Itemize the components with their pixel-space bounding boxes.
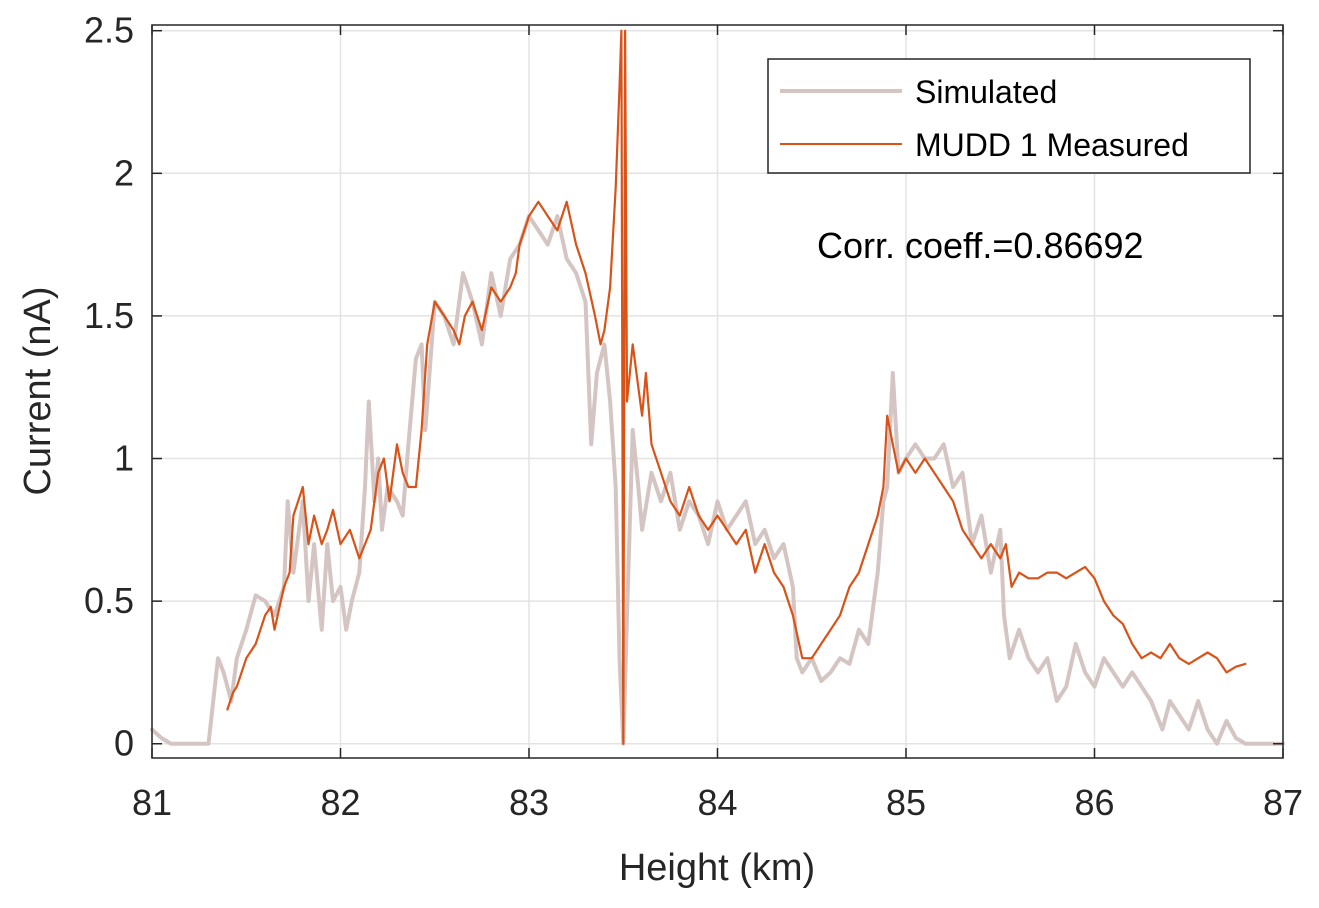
- y-tick-label: 0.5: [84, 580, 134, 621]
- legend: Simulated MUDD 1 Measured: [767, 58, 1251, 174]
- y-tick-label: 2: [114, 152, 134, 193]
- x-tick-label: 83: [509, 782, 549, 823]
- y-tick-label: 1.5: [84, 295, 134, 336]
- y-tick-label: 2.5: [84, 10, 134, 51]
- legend-label-measured: MUDD 1 Measured: [915, 127, 1189, 163]
- y-tick-label: 0: [114, 723, 134, 764]
- y-tick-labels: 0 0.5 1 1.5 2 2.5: [84, 10, 134, 764]
- series-line-measured: [226, 29, 1247, 745]
- series-line-simulated: [150, 214, 1285, 746]
- x-tick-label: 82: [320, 782, 360, 823]
- x-axis-title: Height (km): [619, 847, 815, 889]
- x-tick-labels: 81 82 83 84 85 86 87: [132, 782, 1303, 823]
- correlation-annotation: Corr. coeff.=0.86692: [817, 225, 1144, 266]
- x-tick-label: 86: [1074, 782, 1114, 823]
- x-tick-label: 87: [1263, 782, 1303, 823]
- series-layer: [150, 29, 1285, 746]
- legend-box: [767, 58, 1251, 174]
- x-tick-label: 84: [697, 782, 737, 823]
- x-tick-label: 81: [132, 782, 172, 823]
- y-tick-label: 1: [114, 438, 134, 479]
- legend-label-simulated: Simulated: [915, 74, 1057, 110]
- x-tick-label: 85: [886, 782, 926, 823]
- y-axis-title: Current (nA): [17, 286, 59, 495]
- axis-ticks: [151, 25, 1284, 758]
